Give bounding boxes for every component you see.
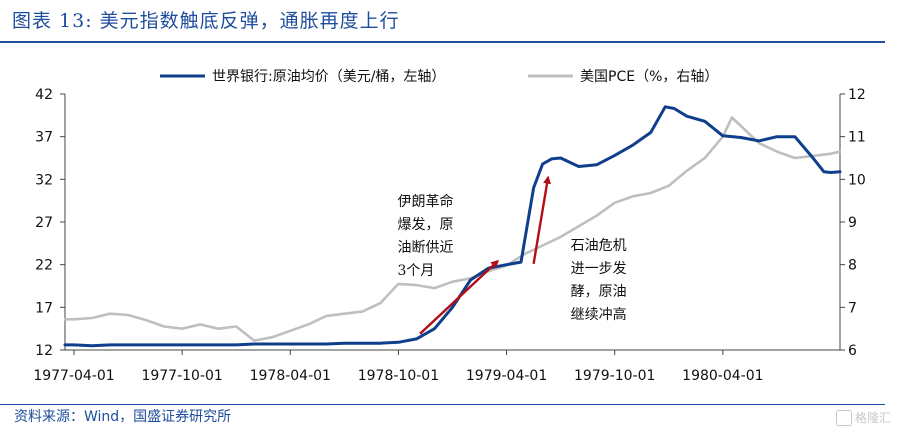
annotation-2-line: 进一步发 (571, 261, 627, 277)
left-tick-label: 12 (35, 343, 53, 359)
x-tick-label: 1977-10-01 (141, 368, 222, 384)
chart-arrows (419, 175, 551, 335)
series-line-pce (63, 116, 842, 342)
annotation-1-line: 伊朗革命 (398, 193, 454, 210)
left-tick-label: 32 (35, 172, 53, 188)
annotation-1-line: 油断供近 (398, 240, 454, 256)
annotation-1-line: 3个月 (398, 263, 435, 279)
annotation-arrow-1 (419, 259, 500, 335)
watermark-logo-icon (835, 409, 852, 426)
title-divider (0, 41, 885, 43)
right-tick-label: 8 (848, 258, 857, 274)
left-tick-label: 42 (35, 87, 53, 103)
right-tick-label: 11 (848, 130, 866, 146)
x-tick-label: 1979-10-01 (574, 368, 655, 384)
chart-axes: 12 17 22 27 32 37 42 6 7 8 9 10 11 12 1977-04-01 1977-1… (33, 87, 866, 384)
x-tick-label: 1978-04-01 (250, 368, 331, 384)
right-tick-label: 12 (848, 87, 866, 103)
right-tick-label: 10 (848, 172, 866, 188)
annotation-1-line: 爆发，原 (398, 217, 454, 233)
annotation-2-line: 酵，原油 (571, 284, 627, 300)
legend-label-pce: 美国PCE（%，右轴） (580, 69, 718, 85)
right-tick-label: 9 (848, 215, 857, 231)
x-tick-label: 1979-04-01 (466, 368, 547, 384)
left-tick-label: 22 (35, 258, 53, 274)
watermark: 格隆汇 (835, 409, 891, 426)
left-tick-label: 37 (35, 130, 53, 146)
x-tick-label: 1978-10-01 (358, 368, 439, 384)
x-tick-label: 1980-04-01 (682, 368, 763, 384)
source-note: 资料来源：Wind，国盛证券研究所 (14, 409, 232, 425)
left-tick-label: 17 (35, 300, 53, 316)
right-tick-label: 6 (848, 343, 857, 359)
x-tick-label: 1977-04-01 (33, 368, 114, 384)
footer-divider (0, 404, 885, 405)
legend-label-crude: 世界银行:原油均价（美元/桶，左轴） (212, 69, 445, 85)
watermark-text: 格隆汇 (854, 411, 891, 425)
page-title: 图表 13: 美元指数触底反弹，通胀再度上行 (12, 10, 400, 32)
right-tick-label: 7 (848, 300, 857, 316)
annotation-arrow-2 (532, 175, 551, 265)
chart-legend: 世界银行:原油均价（美元/桶，左轴） 美国PCE（%，右轴） (160, 69, 718, 85)
annotation-2-line: 继续冲高 (571, 306, 627, 323)
annotation-2-line: 石油危机 (571, 238, 627, 254)
left-tick-label: 27 (35, 215, 53, 231)
